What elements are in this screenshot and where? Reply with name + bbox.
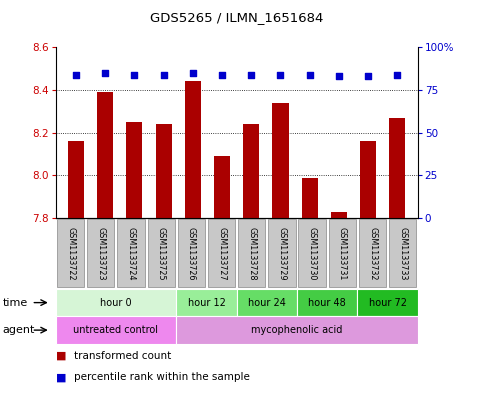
Point: [277, 72, 284, 78]
Bar: [156, 124, 171, 218]
Point: [72, 72, 80, 78]
Text: GSM1133731: GSM1133731: [338, 227, 347, 280]
Text: GSM1133732: GSM1133732: [368, 227, 377, 280]
Point: [101, 70, 109, 76]
Text: hour 72: hour 72: [369, 298, 407, 308]
Point: [394, 72, 401, 78]
Text: hour 24: hour 24: [248, 298, 286, 308]
Text: hour 0: hour 0: [100, 298, 132, 308]
Bar: [97, 92, 113, 218]
Text: GSM1133733: GSM1133733: [398, 227, 407, 280]
Point: [160, 72, 168, 78]
Text: percentile rank within the sample: percentile rank within the sample: [74, 372, 250, 382]
Point: [247, 72, 255, 78]
Point: [189, 70, 197, 76]
Bar: [185, 81, 201, 218]
Point: [218, 72, 226, 78]
Text: GSM1133727: GSM1133727: [217, 227, 226, 280]
Text: ■: ■: [56, 351, 66, 361]
Text: GSM1133730: GSM1133730: [308, 227, 317, 280]
Point: [335, 73, 343, 79]
Bar: [302, 178, 318, 218]
Bar: [360, 141, 376, 218]
Text: GSM1133725: GSM1133725: [156, 227, 166, 280]
Bar: [389, 118, 405, 218]
Text: GSM1133726: GSM1133726: [187, 227, 196, 280]
Point: [306, 72, 313, 78]
Text: ■: ■: [56, 372, 66, 382]
Text: GSM1133724: GSM1133724: [127, 227, 136, 280]
Text: untreated control: untreated control: [73, 325, 158, 335]
Text: transformed count: transformed count: [74, 351, 171, 361]
Point: [130, 72, 138, 78]
Bar: [127, 122, 142, 218]
Text: hour 48: hour 48: [308, 298, 346, 308]
Text: mycophenolic acid: mycophenolic acid: [251, 325, 343, 335]
Text: GDS5265 / ILMN_1651684: GDS5265 / ILMN_1651684: [150, 11, 323, 24]
Bar: [243, 124, 259, 218]
Text: time: time: [2, 298, 28, 308]
Bar: [272, 103, 288, 218]
Text: GSM1133723: GSM1133723: [96, 227, 105, 280]
Text: GSM1133729: GSM1133729: [277, 227, 286, 280]
Text: GSM1133722: GSM1133722: [66, 227, 75, 280]
Bar: [331, 212, 347, 218]
Bar: [214, 156, 230, 218]
Text: GSM1133728: GSM1133728: [247, 227, 256, 280]
Text: agent: agent: [2, 325, 35, 335]
Point: [364, 73, 372, 79]
Bar: [68, 141, 84, 218]
Text: hour 12: hour 12: [187, 298, 226, 308]
